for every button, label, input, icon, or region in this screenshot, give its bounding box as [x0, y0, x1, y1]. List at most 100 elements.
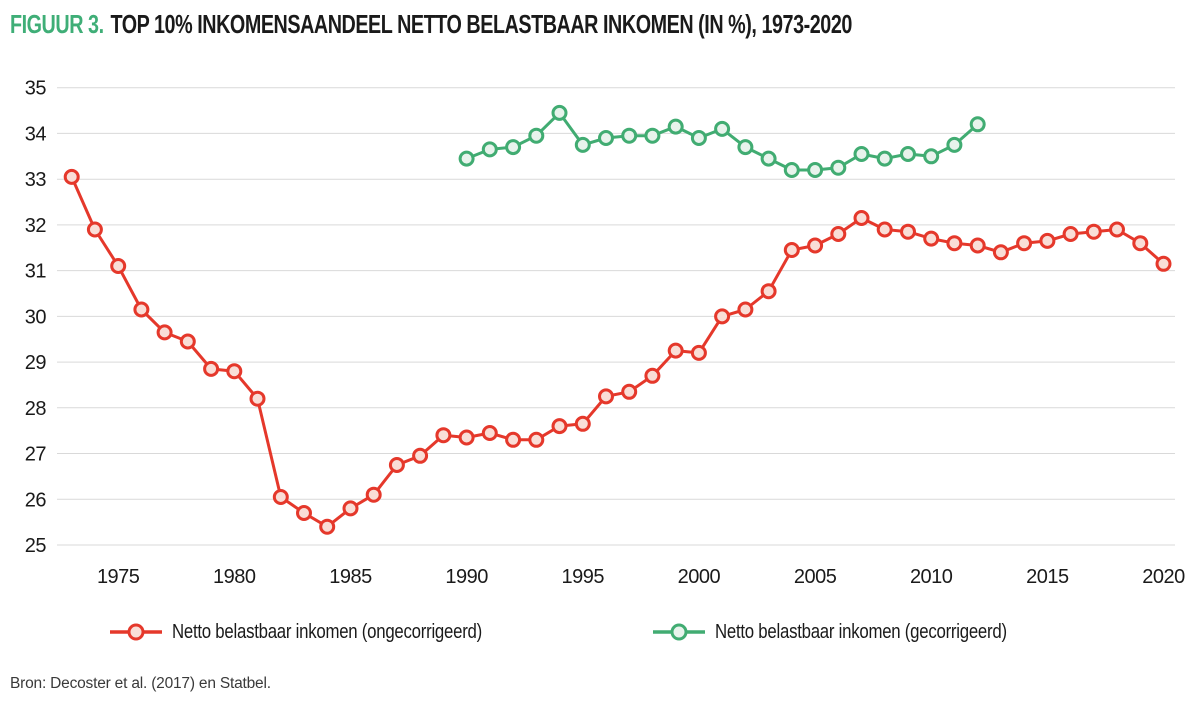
data-point-ongecorrigeerd-2006: [830, 226, 847, 242]
data-point-ongecorrigeerd-2005: [807, 237, 824, 254]
data-point-gecorrigeerd-1996: [598, 130, 614, 146]
data-point-ongecorrigeerd-2009: [900, 223, 916, 240]
data-point-ongecorrigeerd-1985: [342, 500, 359, 517]
legend-label-gecorrigeerd: Netto belastbaar inkomen (gecorrigeerd): [715, 620, 1007, 643]
data-point-ongecorrigeerd-2001: [714, 308, 731, 325]
data-point-gecorrigeerd-1999: [667, 118, 684, 135]
data-point-gecorrigeerd-1992: [505, 139, 522, 156]
data-point-gecorrigeerd-1991: [481, 141, 498, 158]
y-tick-label-28: 28: [25, 398, 47, 420]
data-point-ongecorrigeerd-2015: [1039, 232, 1056, 249]
legend-marker-green-icon: [653, 623, 705, 641]
data-point-gecorrigeerd-2003: [760, 150, 777, 167]
data-point-gecorrigeerd-2011: [946, 136, 963, 153]
data-point-ongecorrigeerd-2007: [853, 210, 870, 226]
data-point-ongecorrigeerd-1977: [156, 324, 173, 341]
y-tick-label-25: 25: [25, 535, 47, 557]
data-point-ongecorrigeerd-1990: [458, 429, 475, 446]
data-point-gecorrigeerd-2001: [714, 120, 731, 137]
data-point-gecorrigeerd-2002: [737, 139, 754, 156]
data-point-ongecorrigeerd-2016: [1062, 226, 1079, 242]
x-tick-label-2005: 2005: [794, 566, 837, 588]
data-point-ongecorrigeerd-1978: [179, 333, 196, 350]
legend-marker-red-icon: [110, 623, 162, 641]
data-point-ongecorrigeerd-1993: [528, 431, 545, 448]
data-point-ongecorrigeerd-1983: [296, 505, 312, 521]
x-tick-label-1985: 1985: [329, 566, 372, 588]
x-tick-label-2015: 2015: [1026, 566, 1069, 588]
data-point-ongecorrigeerd-1988: [412, 447, 429, 464]
series-line-ongecorrigeerd: [70, 175, 1165, 529]
data-point-ongecorrigeerd-2002: [737, 301, 754, 318]
data-point-ongecorrigeerd-2010: [923, 230, 940, 247]
y-tick-label-29: 29: [25, 352, 47, 374]
x-tick-label-2010: 2010: [910, 566, 953, 588]
legend-circle-green: [670, 623, 688, 641]
data-point-ongecorrigeerd-1981: [249, 390, 266, 407]
y-tick-label-31: 31: [25, 261, 47, 283]
legend-item-ongecorrigeerd: Netto belastbaar inkomen (ongecorrigeerd…: [110, 617, 541, 647]
data-point-gecorrigeerd-1998: [644, 127, 661, 144]
data-point-ongecorrigeerd-1991: [481, 425, 498, 441]
data-point-gecorrigeerd-2006: [830, 159, 847, 176]
data-point-ongecorrigeerd-1976: [133, 301, 150, 318]
figure-number: FIGUUR 3.: [10, 9, 104, 39]
data-point-gecorrigeerd-2010: [923, 148, 940, 165]
data-point-gecorrigeerd-2000: [690, 130, 707, 146]
data-point-gecorrigeerd-2004: [783, 162, 800, 178]
legend-label-ongecorrigeerd: Netto belastbaar inkomen (ongecorrigeerd…: [172, 620, 482, 643]
data-point-ongecorrigeerd-2012: [969, 237, 986, 254]
x-tick-label-2020: 2020: [1142, 566, 1185, 588]
data-point-gecorrigeerd-1995: [574, 136, 591, 153]
data-point-gecorrigeerd-1990: [458, 150, 475, 167]
data-point-ongecorrigeerd-1992: [505, 431, 522, 448]
y-tick-label-30: 30: [25, 306, 47, 328]
data-point-ongecorrigeerd-1984: [319, 518, 336, 535]
y-tick-label-34: 34: [25, 123, 47, 145]
x-tick-label-1980: 1980: [213, 566, 256, 588]
data-point-ongecorrigeerd-2013: [992, 244, 1009, 261]
data-point-gecorrigeerd-2007: [853, 146, 870, 162]
data-point-ongecorrigeerd-2008: [876, 221, 893, 238]
data-point-ongecorrigeerd-1995: [574, 415, 591, 432]
figure-title-text: TOP 10% INKOMENSAANDEEL NETTO BELASTBAAR…: [110, 9, 852, 39]
data-point-gecorrigeerd-2009: [900, 146, 916, 162]
data-point-gecorrigeerd-2005: [807, 162, 824, 178]
data-point-ongecorrigeerd-1986: [365, 486, 382, 503]
data-point-ongecorrigeerd-2004: [783, 242, 800, 258]
x-tick-label-1975: 1975: [97, 566, 140, 588]
legend-circle-red: [127, 623, 145, 641]
figure-title: FIGUUR 3. TOP 10% INKOMENSAANDEEL NETTO B…: [10, 9, 852, 40]
data-point-ongecorrigeerd-1987: [388, 457, 405, 473]
data-point-gecorrigeerd-2008: [876, 150, 893, 167]
data-point-ongecorrigeerd-2019: [1132, 235, 1149, 252]
data-point-ongecorrigeerd-1979: [203, 360, 220, 377]
data-point-ongecorrigeerd-1982: [272, 489, 289, 505]
data-point-ongecorrigeerd-1973: [63, 168, 80, 185]
data-point-ongecorrigeerd-2014: [1016, 235, 1033, 252]
data-point-ongecorrigeerd-1997: [621, 383, 638, 400]
data-point-ongecorrigeerd-2011: [946, 235, 963, 252]
data-point-ongecorrigeerd-2020: [1155, 255, 1172, 272]
data-point-gecorrigeerd-1994: [551, 104, 568, 121]
data-point-ongecorrigeerd-2003: [760, 283, 777, 300]
data-point-ongecorrigeerd-1980: [226, 363, 243, 380]
data-point-ongecorrigeerd-1994: [551, 418, 568, 435]
data-point-gecorrigeerd-1997: [621, 127, 638, 144]
legend-item-gecorrigeerd: Netto belastbaar inkomen (gecorrigeerd): [653, 617, 1062, 647]
data-point-ongecorrigeerd-2017: [1085, 223, 1102, 240]
y-tick-label-35: 35: [25, 78, 47, 100]
y-tick-label-26: 26: [25, 489, 47, 511]
x-tick-label-1990: 1990: [445, 566, 488, 588]
data-point-gecorrigeerd-1993: [528, 127, 545, 144]
data-point-ongecorrigeerd-2018: [1109, 221, 1125, 238]
data-point-ongecorrigeerd-1975: [110, 258, 127, 274]
x-tick-label-2000: 2000: [678, 566, 721, 588]
data-point-ongecorrigeerd-1999: [667, 342, 684, 359]
x-tick-label-1995: 1995: [562, 566, 605, 588]
y-tick-label-32: 32: [25, 215, 47, 237]
y-tick-label-27: 27: [25, 444, 47, 466]
data-point-ongecorrigeerd-1974: [86, 221, 103, 238]
